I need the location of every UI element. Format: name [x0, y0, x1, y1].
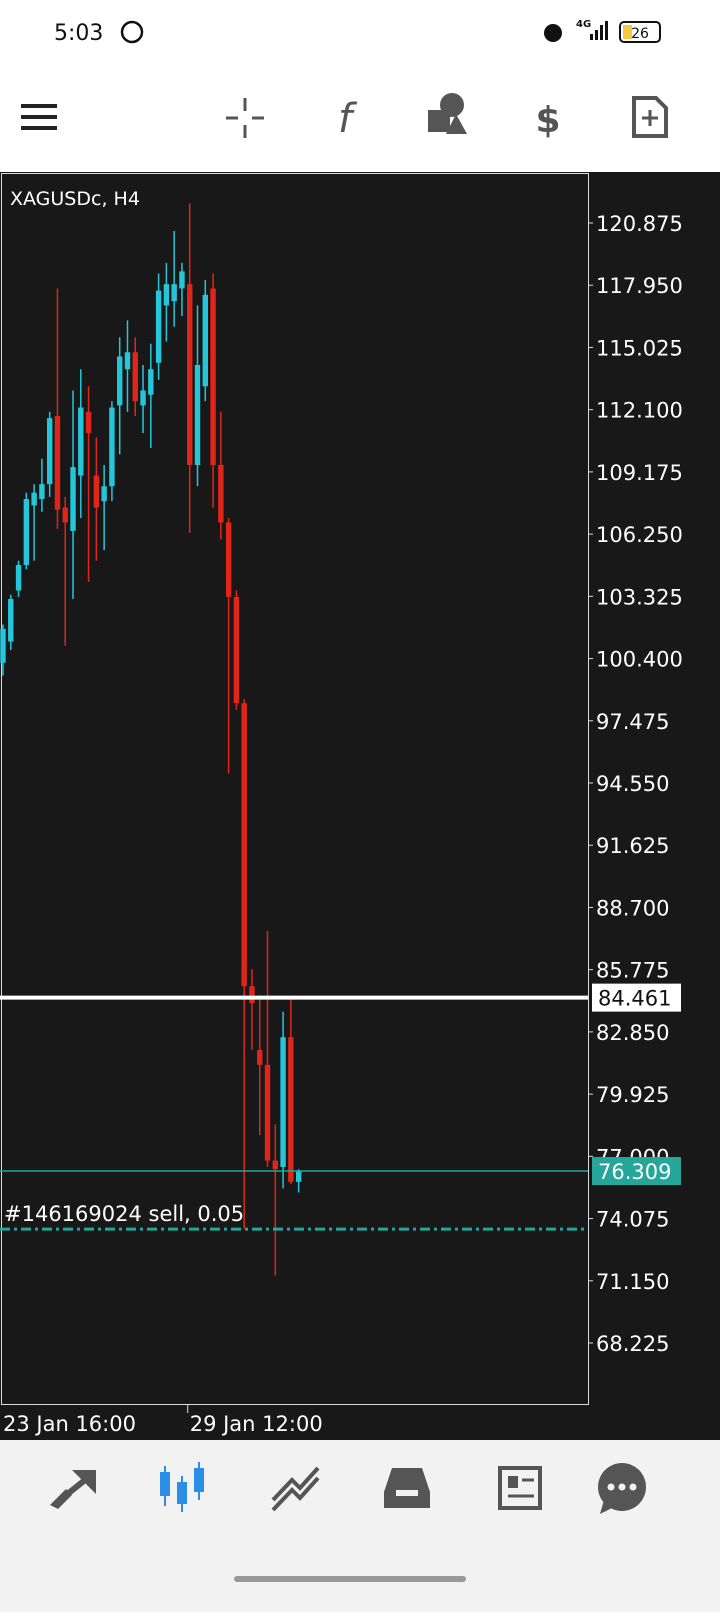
candle-body — [117, 356, 123, 406]
candle-body — [202, 294, 208, 387]
candle-body — [233, 596, 240, 704]
y-tick-label: 88.700 — [596, 896, 669, 920]
y-tick-label: 82.850 — [596, 1021, 669, 1045]
battery-text: 26 — [631, 26, 649, 42]
signal-icon — [590, 21, 608, 40]
y-tick-label: 100.400 — [596, 648, 683, 672]
candle-body — [280, 1037, 286, 1167]
menu-button[interactable] — [21, 104, 57, 130]
candle-body — [171, 284, 177, 302]
nav-messages[interactable] — [598, 1463, 646, 1514]
candle-body — [295, 1171, 302, 1182]
home-indicator — [234, 1576, 466, 1582]
y-tick-label: 74.075 — [596, 1208, 669, 1232]
status-time: 5:03 — [54, 21, 103, 46]
candle-body — [225, 522, 232, 597]
candle-body — [85, 411, 92, 434]
candle-body — [124, 352, 131, 370]
y-tick-label: 103.325 — [596, 585, 683, 609]
candle-body — [264, 1064, 271, 1161]
plot-frame — [1, 173, 589, 1405]
candle-body — [39, 484, 45, 500]
y-tick-label: 71.150 — [596, 1270, 669, 1294]
candle-body — [187, 284, 193, 465]
candle-body — [179, 271, 185, 289]
candle-body — [8, 599, 14, 642]
candle-body — [272, 1160, 278, 1170]
y-tick-label: 120.875 — [596, 212, 683, 236]
nav-trade[interactable] — [271, 1466, 320, 1512]
candle-body — [101, 486, 107, 502]
candle-body — [78, 407, 84, 476]
x-tick-label: 23 Jan 16:00 — [3, 1412, 136, 1436]
y-tick-label: 97.475 — [596, 710, 669, 734]
candle-body — [109, 407, 115, 487]
nav-history[interactable] — [384, 1468, 430, 1508]
candle-body — [15, 564, 22, 591]
price-tag — [592, 1157, 681, 1186]
trade-button[interactable]: $ — [535, 100, 560, 141]
y-tick-label: 94.550 — [596, 772, 669, 796]
candle-body — [148, 369, 154, 395]
candle-body — [163, 284, 170, 306]
candle-body — [140, 390, 146, 406]
candle-body — [155, 290, 162, 363]
y-tick-label: 68.225 — [596, 1332, 669, 1356]
objects-button[interactable] — [428, 93, 467, 134]
y-tick-label: 79.925 — [596, 1083, 669, 1107]
x-tick-label: 29 Jan 12:00 — [190, 1412, 323, 1436]
app-icon — [120, 20, 144, 44]
battery-level — [623, 25, 632, 39]
candle-body — [249, 986, 255, 1004]
price-tag — [592, 983, 681, 1012]
plot: 120.875 117.950 115.025 112.100 109.175 106.2… — [0, 203, 683, 1436]
candle-body — [93, 475, 100, 508]
bottom-nav — [0, 1440, 720, 1612]
candle-body — [210, 288, 216, 465]
candle-body — [31, 492, 37, 506]
y-tick-label: 112.100 — [596, 399, 683, 423]
candle-body — [23, 499, 30, 565]
nav-chart[interactable] — [160, 1462, 204, 1512]
candle-body — [288, 1037, 294, 1182]
candle-body — [0, 628, 6, 663]
candle-body — [54, 416, 61, 510]
y-tick-label: 117.950 — [596, 274, 683, 298]
candle-body — [241, 703, 247, 987]
candle-body — [257, 1049, 263, 1065]
order-label: #146169024 sell, 0.05 — [4, 1202, 244, 1226]
candle-body — [62, 507, 68, 523]
y-tick-label: 91.625 — [596, 834, 669, 858]
y-tick-label: 115.025 — [596, 336, 683, 360]
alarm-icon — [544, 24, 562, 42]
nav-news[interactable] — [498, 1466, 542, 1510]
candle-body — [218, 464, 224, 523]
y-tick-label: 85.775 — [596, 959, 669, 983]
candle-body — [46, 418, 53, 485]
new-order-button[interactable] — [632, 96, 668, 138]
candle-body — [70, 467, 76, 531]
candle-body — [194, 365, 201, 465]
candle-body — [132, 352, 138, 402]
network-type: 4G — [576, 19, 591, 30]
battery-icon — [619, 21, 661, 43]
y-tick-label: 109.175 — [596, 461, 683, 485]
crosshair-button[interactable] — [226, 98, 264, 138]
top-area — [0, 0, 720, 172]
price-tag-label: 76.309 — [598, 1160, 671, 1184]
y-tick-label: 106.250 — [596, 523, 683, 547]
nav-quotes[interactable] — [50, 1470, 96, 1509]
chart-background — [0, 172, 720, 1440]
price-tag-label: 84.461 — [598, 987, 671, 1011]
chart-title: XAGUSDc, H4 — [10, 188, 140, 210]
